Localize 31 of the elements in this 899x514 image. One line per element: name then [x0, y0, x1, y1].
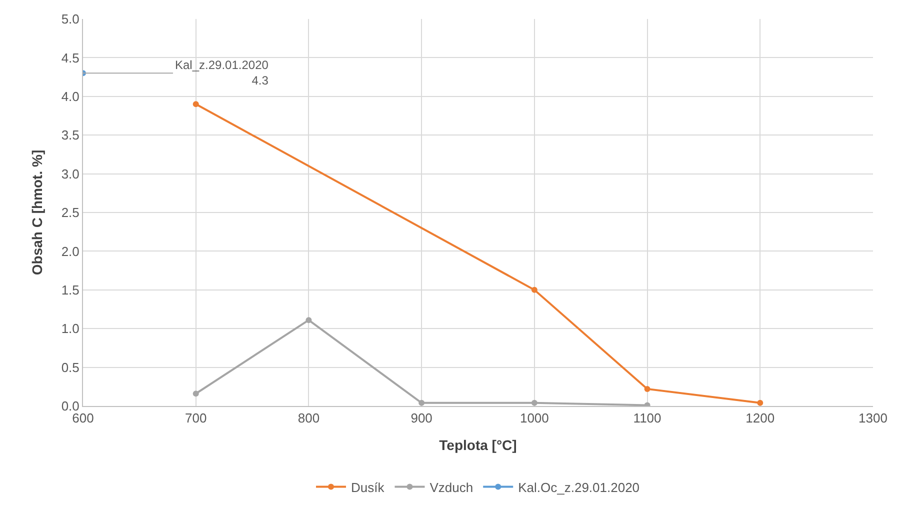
y-tick-label: 3.0 — [61, 166, 80, 182]
y-tick-label: 1.5 — [61, 282, 80, 298]
x-tick-label: 1200 — [746, 410, 775, 426]
y-tick-label: 2.5 — [61, 205, 80, 220]
x-tick-label: 1300 — [858, 410, 888, 426]
point — [306, 317, 312, 324]
x-tick-label: 800 — [298, 410, 320, 426]
y-tick-label: 2.0 — [61, 244, 80, 259]
annotation: Kal_z.29.01.2020 4.3 — [175, 58, 269, 88]
x-axis-title: Teplota [°C] — [439, 436, 517, 453]
legend-label: Vzduch — [430, 480, 474, 495]
y-tick-label: 1.0 — [61, 321, 80, 336]
point — [531, 286, 538, 293]
x-tick-label: 1000 — [520, 410, 549, 426]
point — [192, 101, 199, 108]
y-tick-label: 3.5 — [61, 128, 80, 143]
x-tick-label: 900 — [410, 410, 432, 426]
point — [192, 390, 199, 397]
x-tick-label: 1100 — [633, 410, 662, 426]
legend-label: Dusík — [351, 480, 385, 495]
point — [531, 400, 538, 406]
y-tick-label: 5.0 — [61, 12, 80, 27]
y-tick-label: 4.0 — [61, 88, 80, 104]
point — [418, 400, 425, 406]
y-tick-label: 4.5 — [61, 50, 80, 66]
legend-label: Kal.Oc_z.29.01.2020 — [518, 480, 640, 495]
point — [644, 386, 650, 392]
y-axis-title: Obsah C [hmot. %] — [28, 150, 45, 276]
point — [757, 400, 764, 406]
y-tick-label: 0.5 — [61, 360, 80, 375]
x-tick-label: 700 — [185, 410, 207, 426]
